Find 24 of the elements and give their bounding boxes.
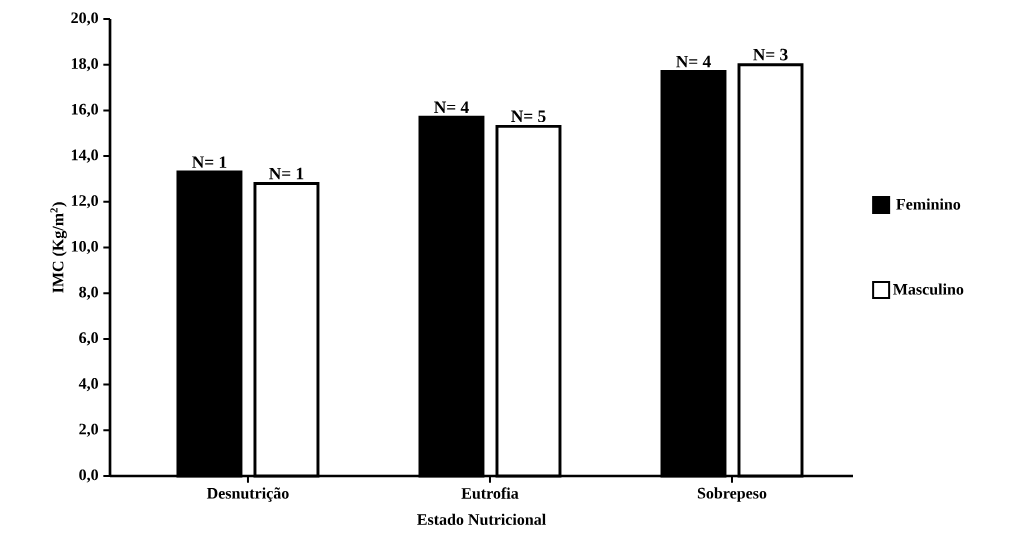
x-tick-label: Desnutrição — [206, 487, 289, 502]
y-tick-label: 14,0 — [71, 149, 99, 163]
annotation: N= 4 — [434, 101, 469, 113]
x-tick-label: Eutrofia — [461, 487, 519, 499]
y-tick-label: 12,0 — [71, 195, 99, 209]
x-tick-label: Sobrepeso — [697, 487, 767, 502]
y-tick-label: 8,0 — [79, 286, 99, 300]
y-tick-label: 20,0 — [71, 12, 99, 26]
annotation: N= 1 — [269, 167, 304, 180]
x-axis-title: Estado Nutricional — [417, 513, 546, 525]
annotation: N= 1 — [192, 156, 227, 168]
y-tick-label: 18,0 — [71, 58, 99, 72]
y-tick-label: 2,0 — [79, 423, 99, 437]
y-axis-title: IMC (Kg/m$^{2}$) — [50, 202, 67, 293]
legend-label: Feminino — [896, 198, 961, 210]
annotation: N= 3 — [753, 48, 788, 61]
y-tick-label: 4,0 — [78, 378, 99, 392]
legend-label: Masculino — [893, 283, 964, 295]
y-tick-label: 6,0 — [79, 332, 99, 346]
y-tick-label: 0,0 — [79, 469, 99, 483]
y-tick-label: 16,0 — [71, 103, 99, 117]
annotation: N= 4 — [676, 55, 711, 68]
annotation: N= 5 — [511, 110, 546, 123]
y-tick-label: 10,0 — [71, 240, 99, 255]
